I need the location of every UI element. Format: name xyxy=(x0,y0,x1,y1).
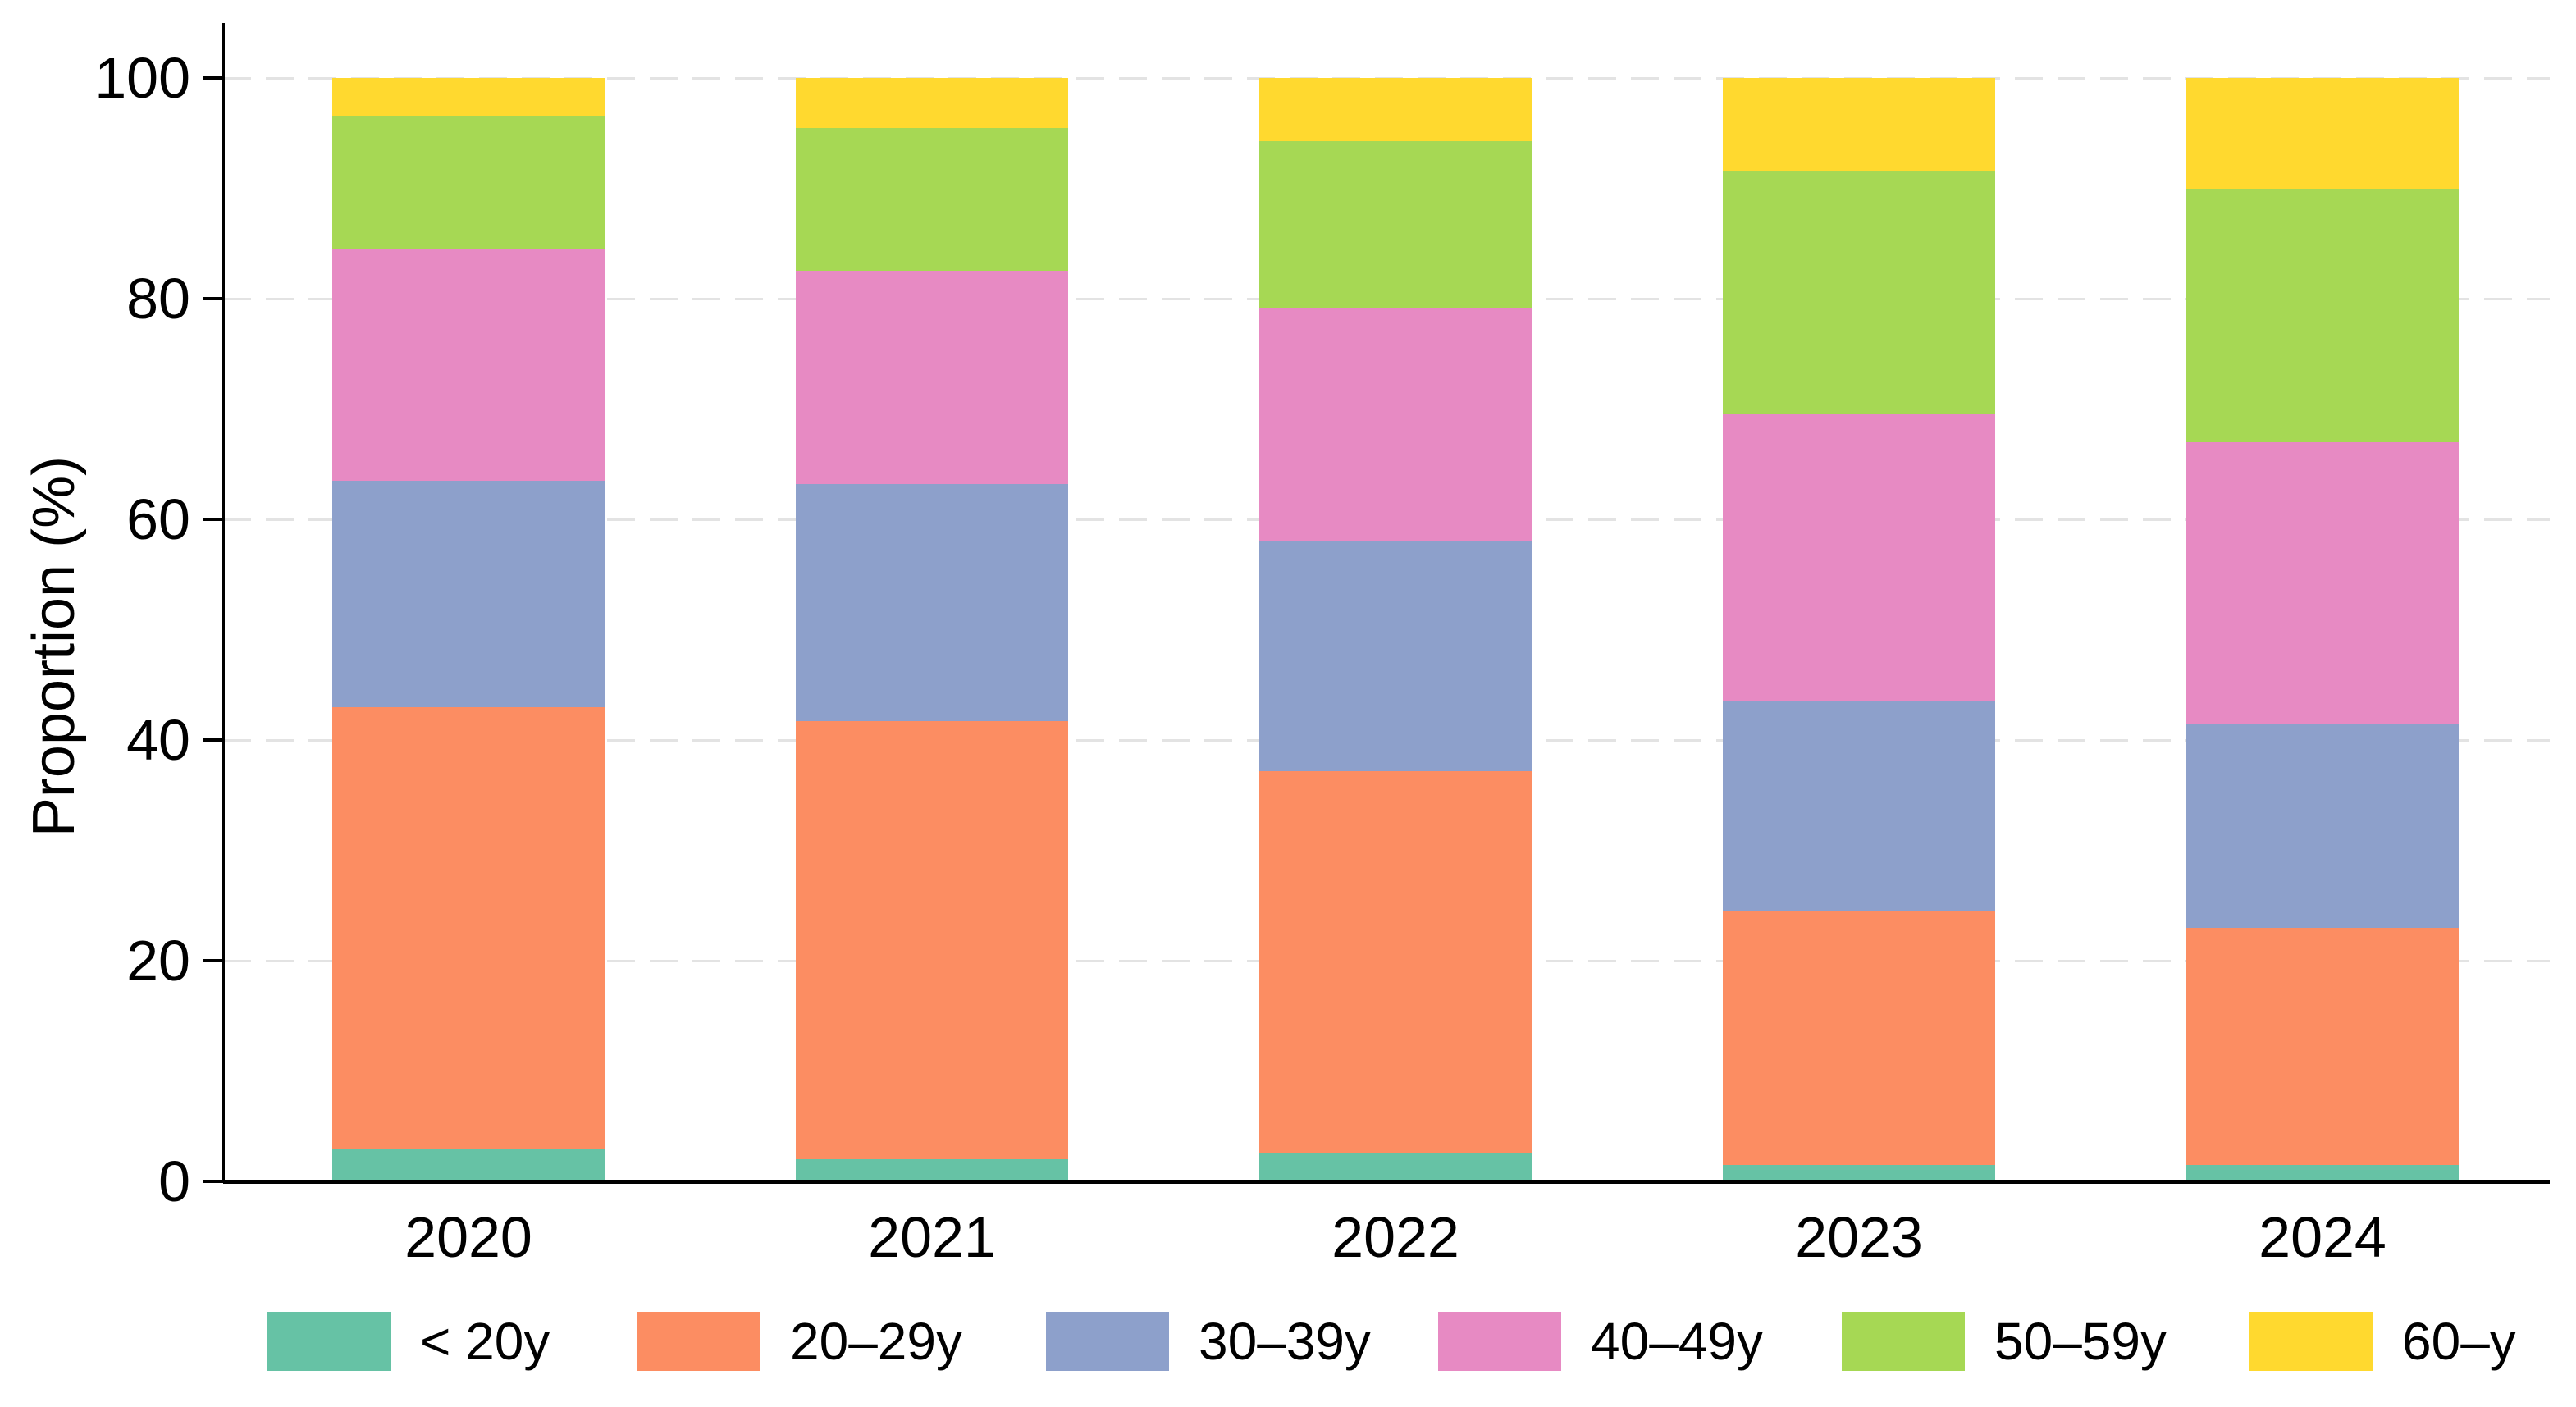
bar-segment-2023-50–59y xyxy=(1723,171,1995,415)
y-tick-20 xyxy=(203,959,223,962)
y-tick-label-100: 100 xyxy=(94,46,190,110)
x-axis-label-2020: 2020 xyxy=(404,1205,532,1269)
bar-segment-2022-40–49y xyxy=(1259,307,1532,541)
legend-label-60–y: 60–y xyxy=(2402,1312,2516,1371)
bar-segment-2023-30–39y xyxy=(1723,700,1995,911)
bar-segment-2020-40–49y xyxy=(332,249,605,481)
bar-column-2020 xyxy=(332,78,605,1181)
y-tick-80 xyxy=(203,297,223,300)
y-tick-40 xyxy=(203,738,223,742)
legend-label-< 20y: < 20y xyxy=(420,1312,550,1371)
bar-segment-2021-50–59y xyxy=(796,127,1068,272)
legend-label-50–59y: 50–59y xyxy=(1994,1312,2167,1371)
bar-segment-2020-< 20y xyxy=(332,1148,605,1181)
bar-segment-2022-20–29y xyxy=(1259,770,1532,1154)
legend-swatch-30–39y xyxy=(1046,1312,1169,1371)
y-tick-60 xyxy=(203,518,223,521)
x-axis-label-2022: 2022 xyxy=(1331,1205,1459,1269)
y-tick-100 xyxy=(203,76,223,80)
bar-segment-2022-30–39y xyxy=(1259,541,1532,771)
bar-segment-2022-< 20y xyxy=(1259,1153,1532,1181)
bar-segment-2020-30–39y xyxy=(332,480,605,707)
x-axis-label-2024: 2024 xyxy=(2259,1205,2386,1269)
legend-swatch-60–y xyxy=(2249,1312,2373,1371)
bar-segment-2021-< 20y xyxy=(796,1159,1068,1181)
bar-segment-2020-60–y xyxy=(332,78,605,117)
bar-segment-2024-50–59y xyxy=(2186,188,2459,442)
bar-segment-2021-30–39y xyxy=(796,483,1068,722)
legend-label-20–29y: 20–29y xyxy=(790,1312,962,1371)
bar-segment-2021-40–49y xyxy=(796,271,1068,484)
bar-segment-2023-20–29y xyxy=(1723,911,1995,1165)
y-tick-0 xyxy=(203,1180,223,1183)
y-axis-line xyxy=(222,23,225,1183)
bar-segment-2023-< 20y xyxy=(1723,1164,1995,1181)
bar-segment-2022-60–y xyxy=(1259,78,1532,141)
legend-swatch-50–59y xyxy=(1842,1312,1965,1371)
bar-segment-2021-20–29y xyxy=(796,721,1068,1160)
bar-segment-2024-40–49y xyxy=(2186,441,2459,724)
bar-segment-2020-50–59y xyxy=(332,116,605,249)
y-tick-label-0: 0 xyxy=(158,1149,190,1213)
legend-swatch-40–49y xyxy=(1438,1312,1561,1371)
legend-label-30–39y: 30–39y xyxy=(1199,1312,1371,1371)
y-tick-label-60: 60 xyxy=(126,487,190,551)
legend-swatch-< 20y xyxy=(267,1312,391,1371)
y-tick-label-40: 40 xyxy=(126,708,190,772)
bar-segment-2021-60–y xyxy=(796,78,1068,128)
bar-segment-2024-20–29y xyxy=(2186,927,2459,1165)
bar-segment-2020-20–29y xyxy=(332,706,605,1149)
bar-column-2021 xyxy=(796,78,1068,1181)
bar-segment-2024-60–y xyxy=(2186,78,2459,189)
bar-column-2023 xyxy=(1723,78,1995,1181)
bar-segment-2024-30–39y xyxy=(2186,723,2459,928)
gridline-100 xyxy=(223,76,2550,80)
legend-label-40–49y: 40–49y xyxy=(1591,1312,1763,1371)
bar-segment-2023-40–49y xyxy=(1723,414,1995,701)
bar-column-2024 xyxy=(2186,78,2459,1181)
bar-segment-2023-60–y xyxy=(1723,78,1995,172)
y-tick-label-20: 20 xyxy=(126,929,190,993)
legend-swatch-20–29y xyxy=(637,1312,760,1371)
y-tick-label-80: 80 xyxy=(126,267,190,331)
x-axis-label-2021: 2021 xyxy=(868,1205,996,1269)
bar-segment-2024-< 20y xyxy=(2186,1164,2459,1181)
bar-column-2022 xyxy=(1259,78,1532,1181)
x-axis-label-2023: 2023 xyxy=(1795,1205,1923,1269)
bar-segment-2022-50–59y xyxy=(1259,140,1532,308)
x-axis-line xyxy=(223,1180,2550,1184)
